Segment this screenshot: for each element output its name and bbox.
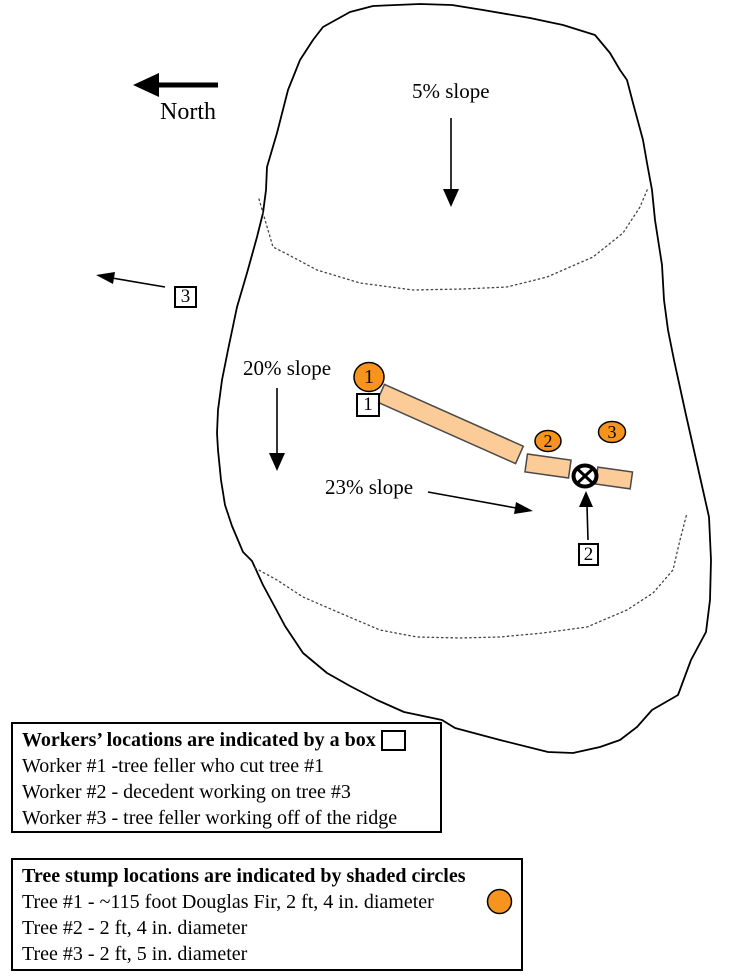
worker-1-box: 1 [356, 393, 380, 417]
worker-2-arrow [579, 491, 593, 541]
slope-arrow-23pct [427, 491, 533, 514]
worker-2-box: 2 [578, 543, 599, 566]
stump-1-number: 1 [364, 366, 374, 388]
north-label: North [160, 99, 216, 125]
stumps-legend-item-1: Tree #1 - ~115 foot Douglas Fir, 2 ft, 4… [22, 891, 434, 913]
workers-legend-item-3: Worker #3 - tree feller working off of t… [22, 807, 398, 829]
worker-3-box: 3 [174, 286, 197, 308]
workers-legend: Workers’ locations are indicated by a bo… [11, 722, 442, 833]
stump-3-circle [597, 420, 627, 444]
north-arrow [133, 73, 218, 97]
stump-2-circle [534, 429, 562, 453]
stump-3-number: 3 [607, 422, 617, 442]
workers-legend-item-2: Worker #2 - decedent working on tree #3 [22, 781, 351, 803]
slope-arrow-20pct [269, 388, 285, 471]
worker-box-icon [380, 729, 406, 751]
slope-arrow-5pct [443, 118, 459, 207]
stumps-legend: Tree stump locations are indicated by sh… [11, 858, 523, 971]
slope-label-5pct: 5% slope [412, 79, 490, 103]
log-tree-1 [375, 383, 525, 465]
slope-label-23pct: 23% slope [325, 475, 414, 499]
stump-1-circle [353, 361, 385, 393]
ridge-line-upper [258, 187, 649, 291]
decedent-symbol [571, 463, 599, 489]
workers-legend-title-text: Workers’ locations are indicated by a bo… [22, 729, 376, 751]
stumps-legend-item-3: Tree #3 - 2 ft, 5 in. diameter [22, 943, 248, 965]
worker-3-arrow [96, 272, 166, 288]
slope-label-20pct: 20% slope [243, 356, 332, 380]
workers-legend-item-1: Worker #1 -tree feller who cut tree #1 [22, 755, 325, 777]
workers-legend-title: Workers’ locations are indicated by a bo… [22, 727, 431, 753]
stumps-legend-title-text: Tree stump locations are indicated by sh… [22, 865, 466, 887]
log-segment-2 [524, 453, 572, 479]
stump-2-number: 2 [543, 431, 553, 451]
stumps-legend-item-2: Tree #2 - 2 ft, 4 in. diameter [22, 917, 248, 939]
stump-circle-icon [486, 888, 513, 915]
ridge-line-lower [254, 512, 688, 639]
stumps-legend-title: Tree stump locations are indicated by sh… [22, 863, 512, 889]
